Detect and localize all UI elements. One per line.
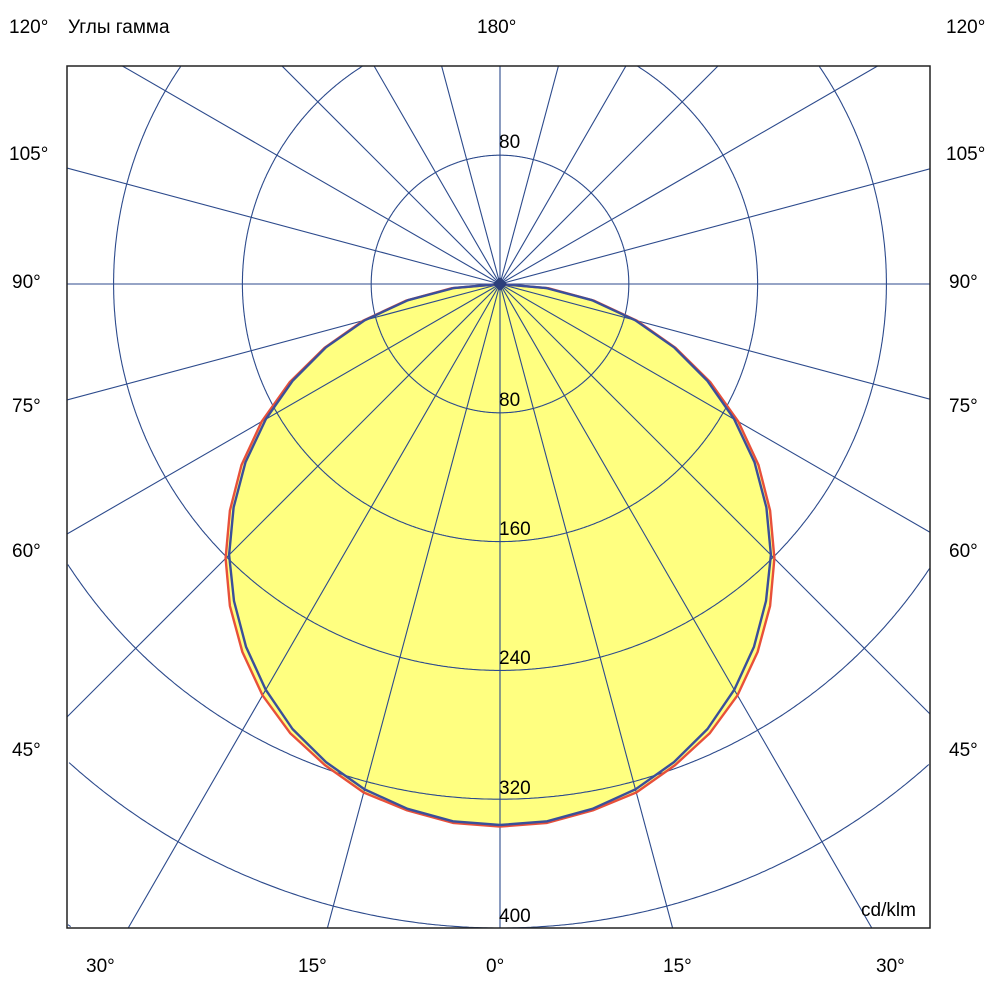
grid-spoke-255 (67, 167, 501, 285)
angle-label-left-120: 120° (9, 17, 49, 38)
radial-tick-80: 80 (499, 390, 520, 411)
grid-spoke-240 (122, 66, 501, 285)
intensity-curve-0 (224, 282, 776, 828)
grid-spoke-285 (67, 283, 501, 401)
grid-spoke-75 (499, 283, 930, 400)
angle-label-bottom-0: 0° (486, 956, 505, 977)
radial-tick-160: 160 (499, 519, 531, 540)
grid-spoke-210 (373, 66, 501, 285)
grid-spoke-345 (326, 283, 501, 928)
chart-title: Углы гамма (68, 17, 170, 38)
angle-label-bottom-15-right: 15° (663, 956, 692, 977)
grid-spoke-135 (499, 66, 719, 285)
grid-circle-160 (241, 66, 759, 543)
radial-tick-240: 240 (499, 648, 531, 669)
radial-tick-320: 320 (499, 778, 531, 799)
angle-label-right-105: 105° (946, 144, 986, 165)
center-diamond-icon (493, 277, 507, 291)
angle-label-left-75: 75° (12, 396, 41, 417)
angle-label-top-180: 180° (477, 17, 517, 38)
radial-tick-400: 400 (499, 906, 531, 927)
angle-label-right-45: 45° (949, 740, 978, 761)
grid-circle-320 (67, 564, 930, 800)
grid-spoke-195 (441, 66, 501, 285)
angle-label-right-120: 120° (946, 17, 986, 38)
angle-label-left-90: 90° (12, 272, 41, 293)
grid-spoke-45 (499, 283, 930, 715)
grid-spoke-300 (67, 283, 501, 535)
angle-label-left-60: 60° (12, 541, 41, 562)
grid-spoke-315 (67, 283, 501, 718)
grid-circle-240 (113, 66, 887, 671)
grid-spoke-60 (499, 283, 930, 533)
angle-label-right-60: 60° (949, 541, 978, 562)
grid-spoke-330 (127, 283, 501, 928)
grid-spoke-225 (281, 66, 501, 285)
unit-label: cd/klm (861, 900, 916, 921)
grid-circle-400 (68, 762, 930, 928)
angle-label-bottom-15-left: 15° (298, 956, 327, 977)
grid-spoke-165 (499, 66, 559, 285)
grid-spoke-120 (499, 66, 878, 285)
grid-spoke-150 (499, 66, 627, 285)
angle-label-bottom-30-right: 30° (876, 956, 905, 977)
angle-label-right-75: 75° (949, 396, 978, 417)
angle-label-left-45: 45° (12, 740, 41, 761)
angle-label-right-90: 90° (949, 272, 978, 293)
grid-spoke-15 (499, 283, 674, 928)
radial-tick-top-80: 80 (499, 132, 520, 153)
grid-spoke-30 (499, 283, 873, 928)
plot-frame (66, 65, 931, 929)
angle-label-bottom-30-left: 30° (86, 956, 115, 977)
angle-label-left-105: 105° (9, 144, 49, 165)
intensity-curve-1 (227, 282, 773, 827)
grid-circle-480 (67, 924, 72, 928)
grid-spoke-105 (499, 168, 930, 285)
